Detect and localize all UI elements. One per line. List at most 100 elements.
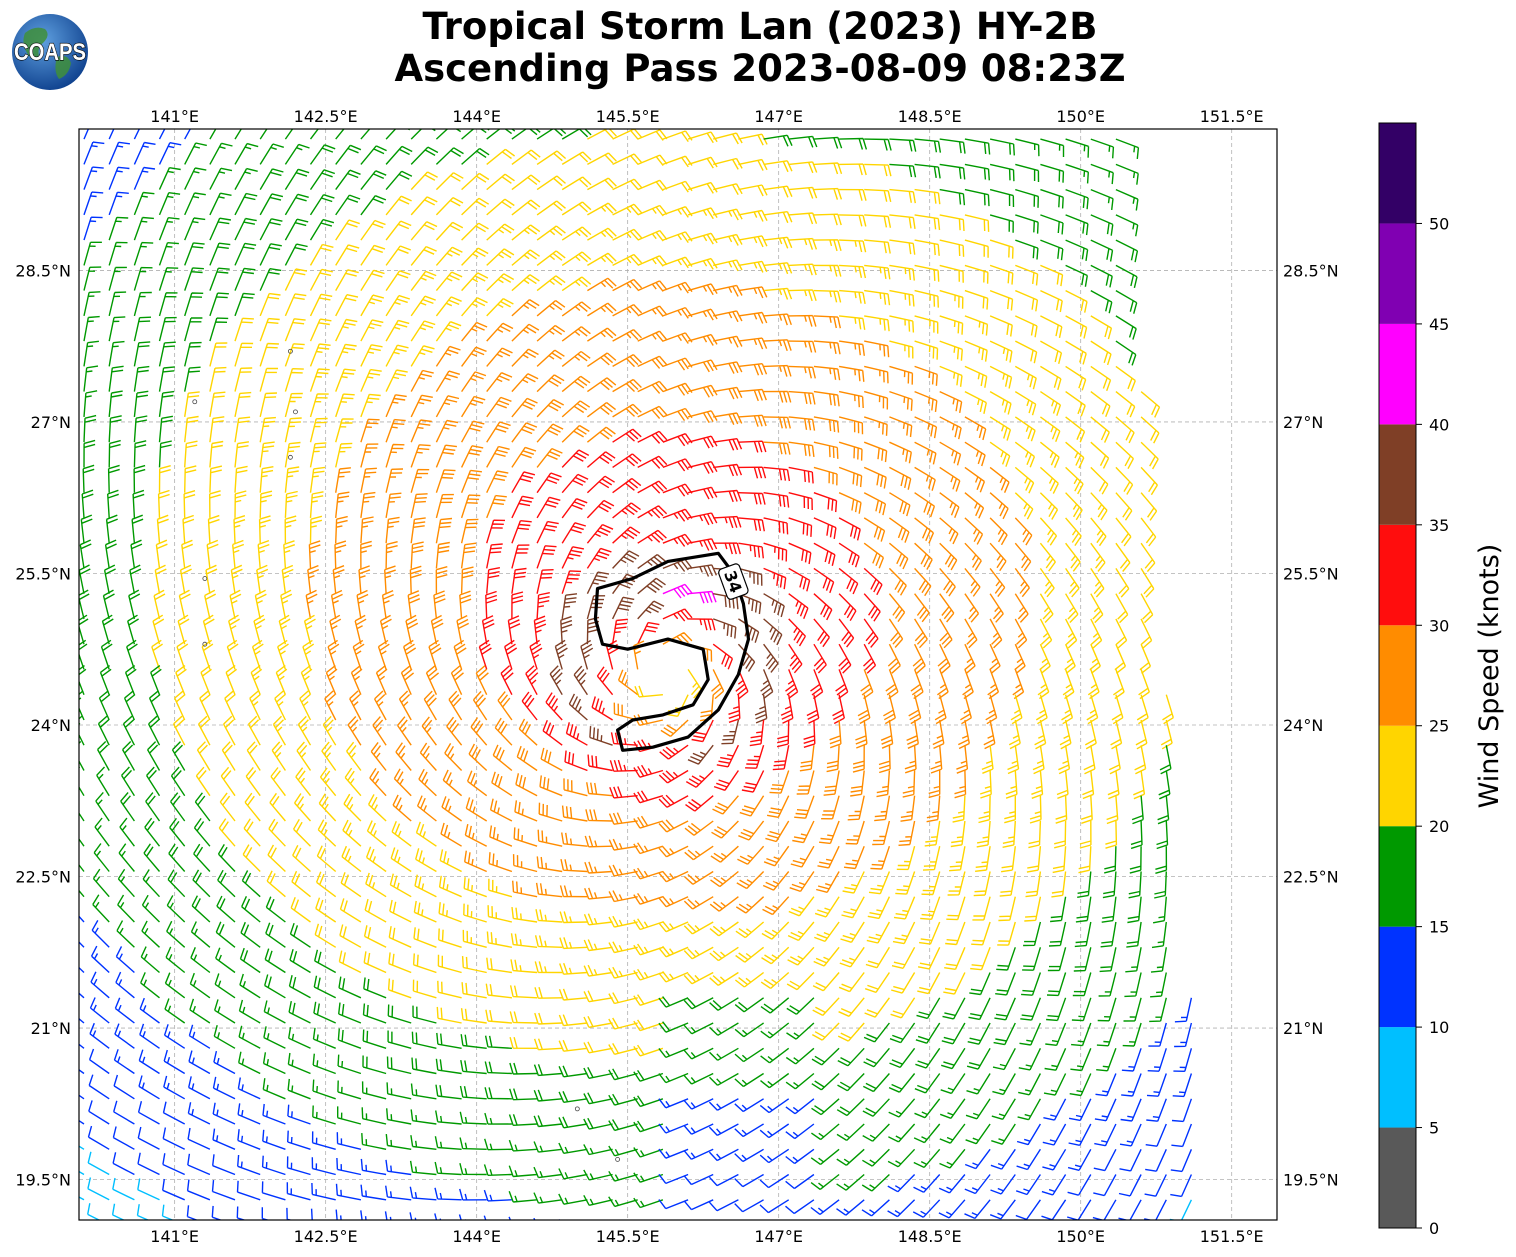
wind-barb (312, 1079, 336, 1100)
wind-barb (533, 1192, 563, 1204)
wind-barb (1140, 542, 1156, 573)
wind-barb (511, 129, 541, 140)
wind-barb (874, 795, 891, 822)
wind-barb (152, 614, 165, 645)
wind-barb (337, 1054, 362, 1075)
wind-barb (238, 999, 261, 1024)
wind-barb (259, 392, 278, 418)
wind-barb (187, 1127, 211, 1150)
wind-barb (586, 402, 617, 418)
wind-barb (954, 770, 967, 799)
wind-barb (1092, 1199, 1117, 1220)
wind-barb (309, 368, 330, 392)
wind-barb (1075, 896, 1092, 923)
wind-barb (738, 542, 764, 559)
wind-barb (385, 394, 407, 418)
wind-barb (788, 314, 817, 327)
wind-barb (188, 1050, 211, 1075)
wind-barb (411, 1057, 437, 1075)
wind-barb (917, 972, 941, 995)
wind-barb (887, 1199, 916, 1218)
wind-barb (712, 618, 737, 639)
wind-barb (337, 1028, 362, 1049)
wind-barb (138, 1075, 160, 1100)
wind-barb (209, 490, 221, 518)
wind-barb (1074, 921, 1092, 948)
wind-barb (133, 241, 154, 266)
wind-barb (440, 822, 462, 847)
wind-barb (384, 565, 396, 594)
wind-barb (558, 1168, 588, 1180)
wind-barb (459, 1085, 487, 1100)
wind-barb (1090, 239, 1114, 262)
wind-barb (360, 344, 383, 367)
wind-barb (335, 442, 353, 468)
wind-barb (385, 443, 405, 468)
wind-barb (342, 819, 362, 847)
wind-barb (939, 264, 964, 283)
wind-barb (559, 937, 588, 950)
wind-barb (259, 168, 284, 190)
wind-barb (425, 665, 440, 695)
wind-barb (1065, 163, 1089, 184)
wind-barb (309, 515, 323, 544)
wind-barb (637, 355, 668, 369)
wind-barb (514, 800, 538, 822)
wind-barb (1151, 921, 1167, 949)
wind-barb (1046, 972, 1067, 997)
wind-barb (435, 444, 457, 468)
wind-barb (662, 583, 693, 599)
wind-barb (410, 345, 435, 367)
wind-barb (939, 593, 955, 623)
wind-barb (489, 798, 513, 822)
wind-barb (583, 1092, 613, 1105)
wind-barb (863, 441, 888, 463)
wind-barb (964, 1148, 991, 1170)
wind-barb (511, 224, 541, 241)
wind-barb (309, 318, 332, 342)
wind-barb (1065, 416, 1086, 443)
wind-barb (1146, 1073, 1167, 1097)
wind-barb (658, 996, 689, 1008)
wind-barb (484, 1035, 512, 1049)
wind-barb (1140, 416, 1160, 444)
wind-barb (709, 896, 739, 912)
wind-barb (83, 340, 99, 367)
wind-barb (485, 1009, 512, 1024)
wind-barb (302, 639, 315, 670)
wind-barb (999, 871, 1016, 897)
wind-barb (460, 1034, 487, 1049)
wind-barb (509, 1088, 538, 1101)
wind-barb (1162, 694, 1174, 725)
wind-barb (662, 558, 693, 572)
wind-barb (1014, 517, 1033, 546)
wind-barb (760, 1022, 790, 1039)
wind-barb (461, 321, 488, 342)
wind-barb (133, 415, 148, 443)
wind-barb (939, 365, 963, 387)
wind-barb (1035, 694, 1048, 725)
wind-barb (508, 1139, 538, 1152)
wind-barb (94, 817, 110, 847)
wind-barb (734, 1199, 764, 1213)
wind-barb (1170, 1174, 1193, 1198)
wind-barb (583, 939, 613, 952)
wind-barb (658, 895, 689, 908)
wind-barb (410, 171, 438, 191)
wind-barb (1015, 1199, 1041, 1220)
wind-barb (318, 793, 337, 822)
lon-tick-label-top: 141°E (150, 107, 199, 126)
wind-barb (1068, 1123, 1092, 1146)
wind-barb (222, 715, 236, 746)
wind-barb (133, 464, 146, 493)
wind-barb (863, 1022, 890, 1043)
wind-barb (191, 895, 211, 923)
wind-barb (335, 393, 355, 418)
wind-barb (734, 1148, 764, 1163)
wind-barb (534, 935, 563, 948)
wind-barb (288, 1026, 311, 1049)
wind-barb (713, 335, 743, 348)
wind-barb (970, 947, 991, 971)
wind-barb (338, 950, 362, 974)
wind-barb (738, 286, 768, 299)
